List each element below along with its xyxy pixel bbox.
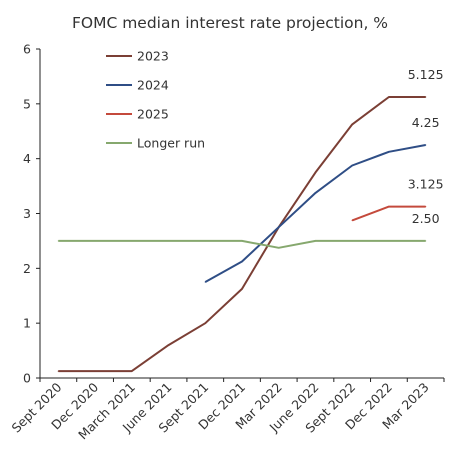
data-point	[278, 247, 280, 249]
data-point	[241, 260, 243, 263]
data-point	[167, 344, 170, 346]
y-tick-label: 3	[23, 206, 31, 221]
data-point	[425, 240, 427, 242]
end-value-label: 4.25	[412, 115, 440, 130]
data-point	[94, 370, 96, 372]
series-line-0	[58, 96, 426, 373]
data-point	[278, 226, 280, 228]
data-point	[351, 164, 353, 167]
data-point	[425, 144, 427, 146]
data-point	[425, 96, 427, 98]
y-tick-label: 2	[23, 261, 31, 276]
legend: 2023 2024 2025 Longer run	[106, 49, 205, 151]
data-point	[241, 240, 243, 242]
end-value-label: 3.125	[408, 177, 444, 192]
data-point	[388, 96, 390, 98]
y-tick-label: 5	[23, 96, 31, 111]
legend-label: 2023	[137, 49, 169, 64]
data-point	[314, 171, 317, 173]
legend-label: 2024	[137, 78, 169, 93]
end-labels: 5.125 4.25 3.125 2.50	[408, 67, 444, 226]
y-tick-label: 1	[23, 316, 31, 331]
data-point	[351, 219, 353, 221]
data-point	[167, 240, 170, 242]
data-point	[314, 240, 317, 242]
data-point	[425, 206, 427, 208]
chart-title: FOMC median interest rate projection, %	[72, 14, 388, 32]
data-point	[94, 240, 96, 242]
data-point	[388, 151, 390, 153]
series-line-1	[204, 144, 426, 283]
data-point	[388, 240, 390, 242]
y-tick-label: 0	[23, 371, 31, 386]
data-point	[204, 322, 206, 324]
data-point	[57, 240, 59, 242]
data-point	[241, 288, 243, 290]
data-point	[351, 240, 353, 242]
series-line-3	[58, 239, 426, 249]
series-lines	[57, 96, 427, 373]
y-tick-label: 6	[23, 42, 31, 57]
end-value-label: 2.50	[412, 211, 440, 226]
legend-label: 2025	[137, 107, 169, 122]
y-tick-label: 4	[23, 151, 31, 166]
end-value-label: 5.125	[408, 67, 444, 82]
legend-label: Longer run	[137, 136, 205, 151]
data-point	[314, 192, 317, 194]
data-point	[204, 281, 206, 283]
data-point	[131, 370, 133, 372]
data-point	[204, 240, 206, 242]
data-point	[351, 123, 353, 125]
data-point	[57, 370, 59, 372]
data-point	[388, 206, 390, 208]
data-point	[131, 240, 133, 242]
